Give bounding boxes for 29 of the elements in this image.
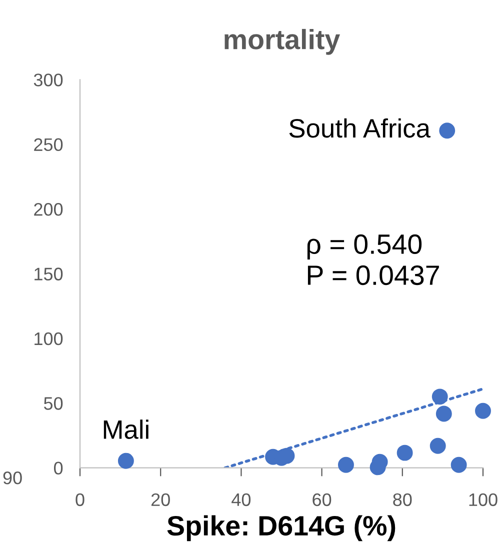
x-tick-label: 0 xyxy=(76,493,84,506)
x-tick-label: 100 xyxy=(469,493,498,506)
point xyxy=(475,402,491,419)
annotation: South Africa xyxy=(289,118,430,138)
point xyxy=(432,388,448,405)
y-tick-label: 0 xyxy=(54,462,63,475)
text: 90 xyxy=(3,472,22,484)
y-tick-label: 200 xyxy=(34,202,63,216)
x-axis-title: Spike: D614G (%) xyxy=(167,515,396,542)
y-tick-label: 150 xyxy=(34,268,63,280)
x-tick-label: 20 xyxy=(151,493,170,506)
x-tick-label: 40 xyxy=(232,493,251,506)
annotation: P = 0.0437 xyxy=(308,265,439,286)
point xyxy=(450,456,467,473)
point xyxy=(338,456,354,473)
point xyxy=(439,122,456,139)
x-tick-label: 80 xyxy=(393,493,412,506)
point xyxy=(396,444,413,461)
y-tick-label: 250 xyxy=(34,138,63,152)
y-tick-label: 300 xyxy=(34,74,63,86)
annotation: Mali xyxy=(104,420,148,439)
point xyxy=(436,406,452,422)
y-tick-label: 100 xyxy=(34,332,63,346)
y-tick-label: 50 xyxy=(44,397,63,410)
annotation: ρ = 0.540 xyxy=(307,234,422,260)
x-tick-label: 60 xyxy=(312,493,332,506)
point xyxy=(430,438,446,454)
chart-title: mortality xyxy=(224,28,340,55)
point xyxy=(118,452,134,469)
